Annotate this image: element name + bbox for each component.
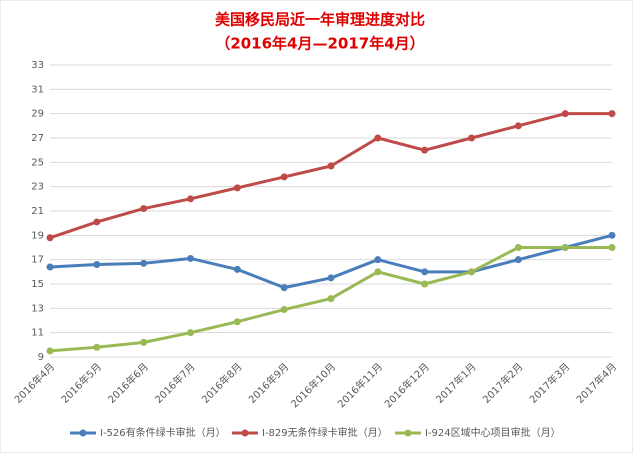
data-point [514,122,522,130]
data-point [468,268,475,276]
data-point [514,256,522,264]
data-point [421,280,429,288]
y-tick-label: 29 [31,109,44,120]
y-tick-label: 17 [31,255,44,266]
data-point [140,338,148,346]
data-point [280,284,288,292]
data-point [327,162,335,170]
data-point [327,274,335,282]
data-point [233,184,241,192]
data-point [140,259,148,267]
chart-title: 美国移民局近一年审理进度对比 [215,11,425,29]
data-point [280,173,288,181]
data-point [46,234,54,242]
data-point [514,244,522,251]
data-point [561,244,569,251]
data-point [421,146,429,154]
y-tick-label: 19 [31,230,44,241]
data-point [468,134,475,142]
y-tick-label: 15 [31,279,44,290]
y-tick-label: 13 [31,303,44,314]
data-point [561,110,569,118]
data-point [187,254,194,262]
data-point [233,318,241,326]
data-point [327,295,335,303]
data-point [608,231,616,239]
legend-marker [404,429,412,437]
legend-label: I-526有条件绿卡审批（月） [100,426,226,439]
legend-marker [241,429,249,437]
data-point [233,265,241,273]
legend-label: I-924区域中心项目审批（月） [425,426,561,439]
data-point [46,263,54,271]
y-tick-label: 25 [31,157,44,168]
legend-marker [79,429,87,437]
legend-label: I-829无条件绿卡审批（月） [262,426,388,439]
data-point [280,306,288,314]
data-point [374,268,382,276]
data-point [374,134,382,142]
data-point [421,268,429,276]
data-point [93,343,101,351]
data-point [374,256,382,264]
data-point [46,347,54,355]
y-tick-label: 23 [31,182,44,193]
data-point [608,110,616,118]
y-tick-label: 9 [38,352,44,363]
y-tick-label: 21 [31,206,44,217]
chart-subtitle: （2016年4月—2017年4月） [215,35,424,53]
y-tick-label: 33 [31,60,44,71]
data-point [608,244,616,251]
data-point [93,261,101,269]
data-point [187,195,194,203]
data-point [140,205,148,213]
y-tick-label: 31 [31,84,44,95]
y-tick-label: 11 [31,328,44,339]
data-point [93,218,101,226]
y-tick-label: 27 [31,133,44,144]
data-point [187,329,194,337]
